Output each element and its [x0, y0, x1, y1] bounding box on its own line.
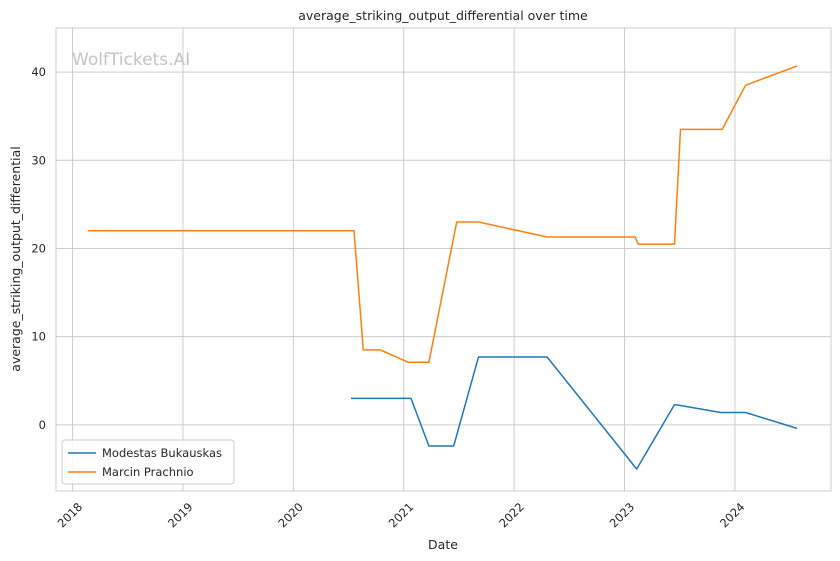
- y-axis-label: average_striking_output_differential: [8, 146, 23, 371]
- series-layer: [87, 65, 798, 470]
- series-line-modestas-bukauskas: [351, 356, 798, 470]
- x-tick-label-2020: 2020: [275, 500, 306, 531]
- series-line-marcin-prachnio: [87, 65, 798, 363]
- grid-lines: [56, 28, 831, 491]
- x-axis-ticks: 2018 2019 2020 2021 2022 2023 2024: [55, 500, 748, 531]
- y-axis-ticks: 0 10 20 30 40: [31, 65, 46, 432]
- legend-box: [61, 439, 235, 485]
- x-tick-label-2022: 2022: [496, 500, 527, 531]
- legend-label-modestas-bukauskas: Modestas Bukauskas: [102, 446, 222, 460]
- y-tick-label-10: 10: [31, 330, 46, 344]
- legend: Modestas Bukauskas Marcin Prachnio: [61, 439, 235, 485]
- y-tick-label-30: 30: [31, 153, 46, 167]
- y-tick-label-40: 40: [31, 65, 46, 79]
- y-tick-label-20: 20: [31, 241, 46, 255]
- legend-label-marcin-prachnio: Marcin Prachnio: [102, 465, 194, 479]
- watermark: WolfTickets.AI: [72, 50, 190, 70]
- x-tick-label-2023: 2023: [607, 500, 638, 531]
- x-tick-label-2018: 2018: [55, 500, 86, 531]
- x-tick-label-2019: 2019: [165, 500, 196, 531]
- chart-title: average_striking_output_differential ove…: [298, 8, 588, 23]
- plot-area: [55, 27, 832, 492]
- x-tick-label-2024: 2024: [717, 500, 748, 531]
- y-tick-label-0: 0: [39, 418, 46, 432]
- x-axis-label: Date: [428, 537, 458, 552]
- x-tick-label-2021: 2021: [386, 500, 417, 531]
